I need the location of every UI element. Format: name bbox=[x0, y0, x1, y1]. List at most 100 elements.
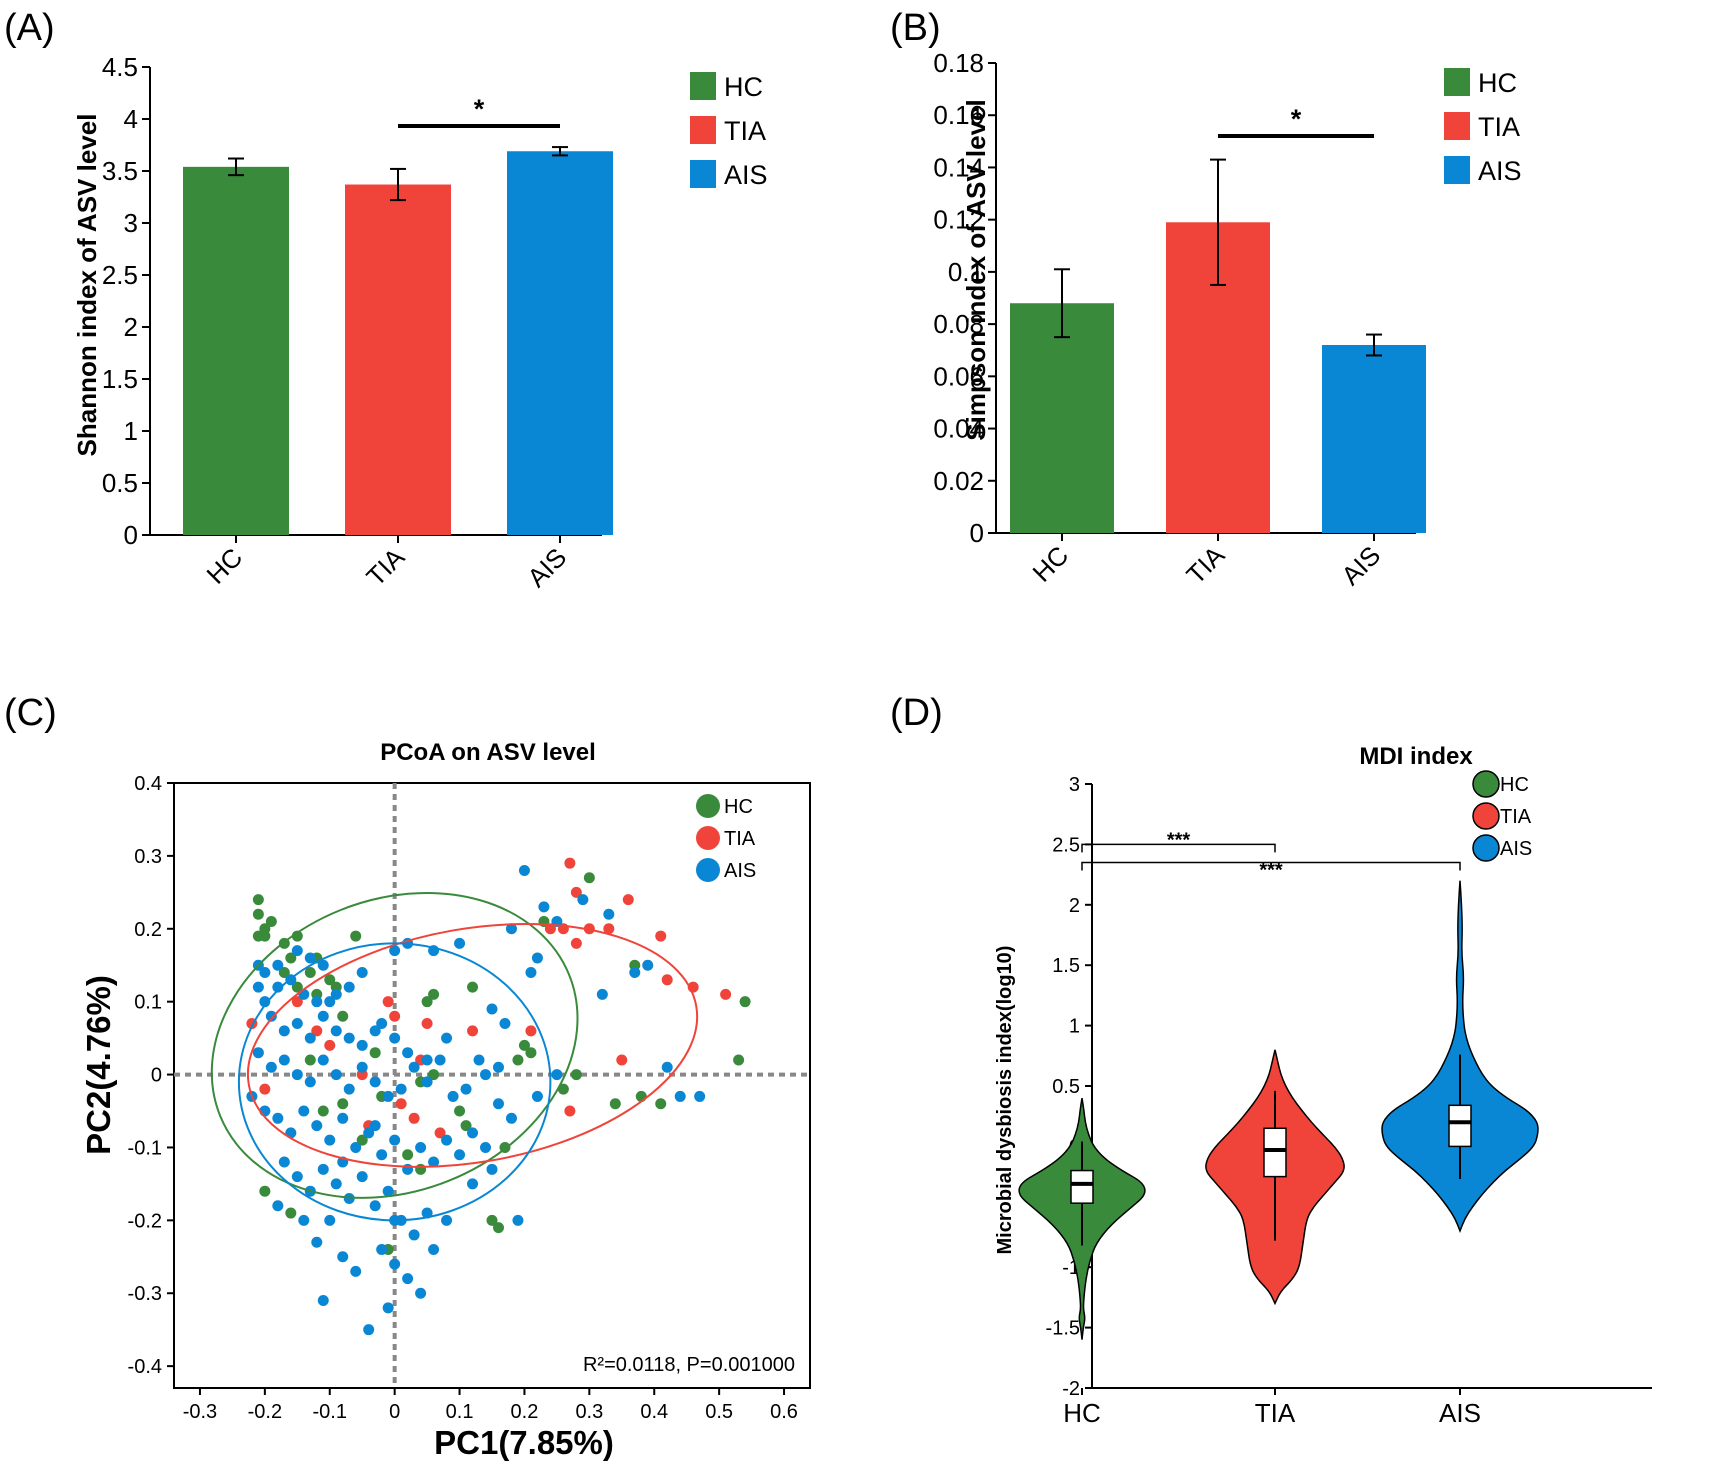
point-hc bbox=[285, 952, 297, 964]
point-hc bbox=[739, 996, 751, 1008]
point-ais bbox=[408, 1061, 420, 1073]
x-tick-label: 0.1 bbox=[446, 1401, 474, 1423]
point-ais bbox=[642, 959, 654, 971]
x-tick-label: AIS bbox=[1335, 540, 1386, 591]
point-ais bbox=[265, 1061, 277, 1073]
point-hc bbox=[557, 1083, 569, 1095]
point-tia bbox=[324, 1039, 336, 1051]
point-ais bbox=[389, 1258, 401, 1270]
legend-label: HC bbox=[724, 72, 763, 102]
legend-marker-ais bbox=[1472, 834, 1500, 862]
legend-swatch-ais bbox=[1444, 156, 1470, 184]
point-ais bbox=[512, 1214, 524, 1226]
point-tia bbox=[616, 1054, 628, 1066]
point-ais bbox=[337, 1251, 349, 1263]
point-ais bbox=[356, 1061, 368, 1073]
point-hc bbox=[252, 894, 264, 906]
panel-label: (C) bbox=[4, 692, 57, 734]
ellipse-tia bbox=[246, 922, 699, 1168]
point-ais bbox=[492, 1098, 504, 1110]
point-ais bbox=[674, 1090, 686, 1102]
point-ais bbox=[531, 1090, 543, 1102]
point-ais bbox=[629, 967, 641, 979]
point-ais bbox=[324, 996, 336, 1008]
point-ais bbox=[402, 1163, 414, 1175]
point-hc bbox=[415, 1163, 427, 1175]
y-tick-label: 0 bbox=[124, 520, 138, 550]
point-ais bbox=[577, 894, 589, 906]
point-hc bbox=[512, 1054, 524, 1066]
y-tick-label: 0.4 bbox=[134, 773, 162, 795]
point-hc bbox=[518, 1039, 530, 1051]
point-ais bbox=[350, 1265, 362, 1277]
point-tia bbox=[544, 923, 556, 935]
point-tia bbox=[720, 988, 732, 1000]
point-ais bbox=[369, 1200, 381, 1212]
x-tick-label: 0 bbox=[389, 1401, 400, 1423]
point-ais bbox=[492, 1061, 504, 1073]
point-hc bbox=[259, 1185, 271, 1197]
point-ais bbox=[551, 1069, 563, 1081]
point-hc bbox=[259, 930, 271, 942]
point-ais bbox=[603, 908, 615, 920]
point-ais bbox=[505, 1112, 517, 1124]
point-hc bbox=[460, 1120, 472, 1132]
point-ais bbox=[330, 1178, 342, 1190]
point-ais bbox=[272, 981, 284, 993]
y-tick-label: 0.16 bbox=[933, 100, 984, 130]
point-tia bbox=[655, 930, 667, 942]
point-ais bbox=[408, 1229, 420, 1241]
point-tia bbox=[570, 937, 582, 949]
y-tick-label: 2 bbox=[1069, 895, 1080, 917]
point-ais bbox=[486, 1003, 498, 1015]
y-tick-label: 3 bbox=[124, 208, 138, 238]
chart-b: (B) Simpson index of ASV level 0 0.02 0.04… bbox=[890, 7, 1522, 591]
point-ais bbox=[298, 988, 310, 1000]
y-axis-label: Microbial dysbiosis index(log10) bbox=[994, 946, 1016, 1255]
point-ais bbox=[376, 1244, 388, 1256]
legend-label: AIS bbox=[1500, 838, 1532, 860]
point-ais bbox=[428, 1244, 440, 1256]
point-hc bbox=[454, 1105, 466, 1117]
legend-label: HC bbox=[724, 796, 753, 818]
legend-swatch-ais bbox=[690, 160, 716, 188]
point-hc bbox=[285, 1207, 297, 1219]
point-ais bbox=[252, 981, 264, 993]
point-ais bbox=[447, 1090, 459, 1102]
point-hc bbox=[467, 981, 479, 993]
significance-bracket bbox=[1081, 861, 1461, 871]
legend-swatch-tia bbox=[1444, 112, 1470, 140]
point-ais bbox=[330, 1069, 342, 1081]
y-tick-label: 1.5 bbox=[1052, 955, 1080, 977]
y-tick-label: 3 bbox=[1069, 774, 1080, 796]
point-hc bbox=[428, 988, 440, 1000]
legend-swatch-hc bbox=[1444, 68, 1470, 96]
point-ais bbox=[538, 901, 550, 913]
bar-tia bbox=[345, 184, 451, 535]
legend-label: TIA bbox=[724, 828, 756, 850]
ellipse-hc bbox=[210, 891, 579, 1199]
y-tick-label: 2 bbox=[124, 312, 138, 342]
y-tick-label: 1 bbox=[124, 416, 138, 446]
point-ais bbox=[278, 1054, 290, 1066]
legend-marker-tia bbox=[1472, 802, 1500, 830]
x-tick-label: 0.4 bbox=[640, 1401, 668, 1423]
x-axis-label: PC1(7.85%) bbox=[434, 1424, 614, 1461]
point-tia bbox=[661, 974, 673, 986]
point-ais bbox=[382, 1090, 394, 1102]
point-hc bbox=[304, 1054, 316, 1066]
significance-label: * bbox=[1291, 104, 1302, 134]
point-ais bbox=[434, 1054, 446, 1066]
chart-a: (A) Shannon index of ASV level 0 0.5 1 1.5 2… bbox=[4, 7, 768, 593]
y-tick-label: 0.18 bbox=[933, 48, 984, 78]
point-ais bbox=[369, 1076, 381, 1088]
point-ais bbox=[317, 1054, 329, 1066]
point-ais bbox=[311, 1236, 323, 1248]
point-ais bbox=[505, 923, 517, 935]
point-ais bbox=[298, 1105, 310, 1117]
y-tick-label: 0.1 bbox=[948, 257, 984, 287]
bar-ais bbox=[1322, 345, 1426, 533]
point-hc bbox=[421, 996, 433, 1008]
point-ais bbox=[278, 1156, 290, 1168]
point-ais bbox=[304, 1032, 316, 1044]
